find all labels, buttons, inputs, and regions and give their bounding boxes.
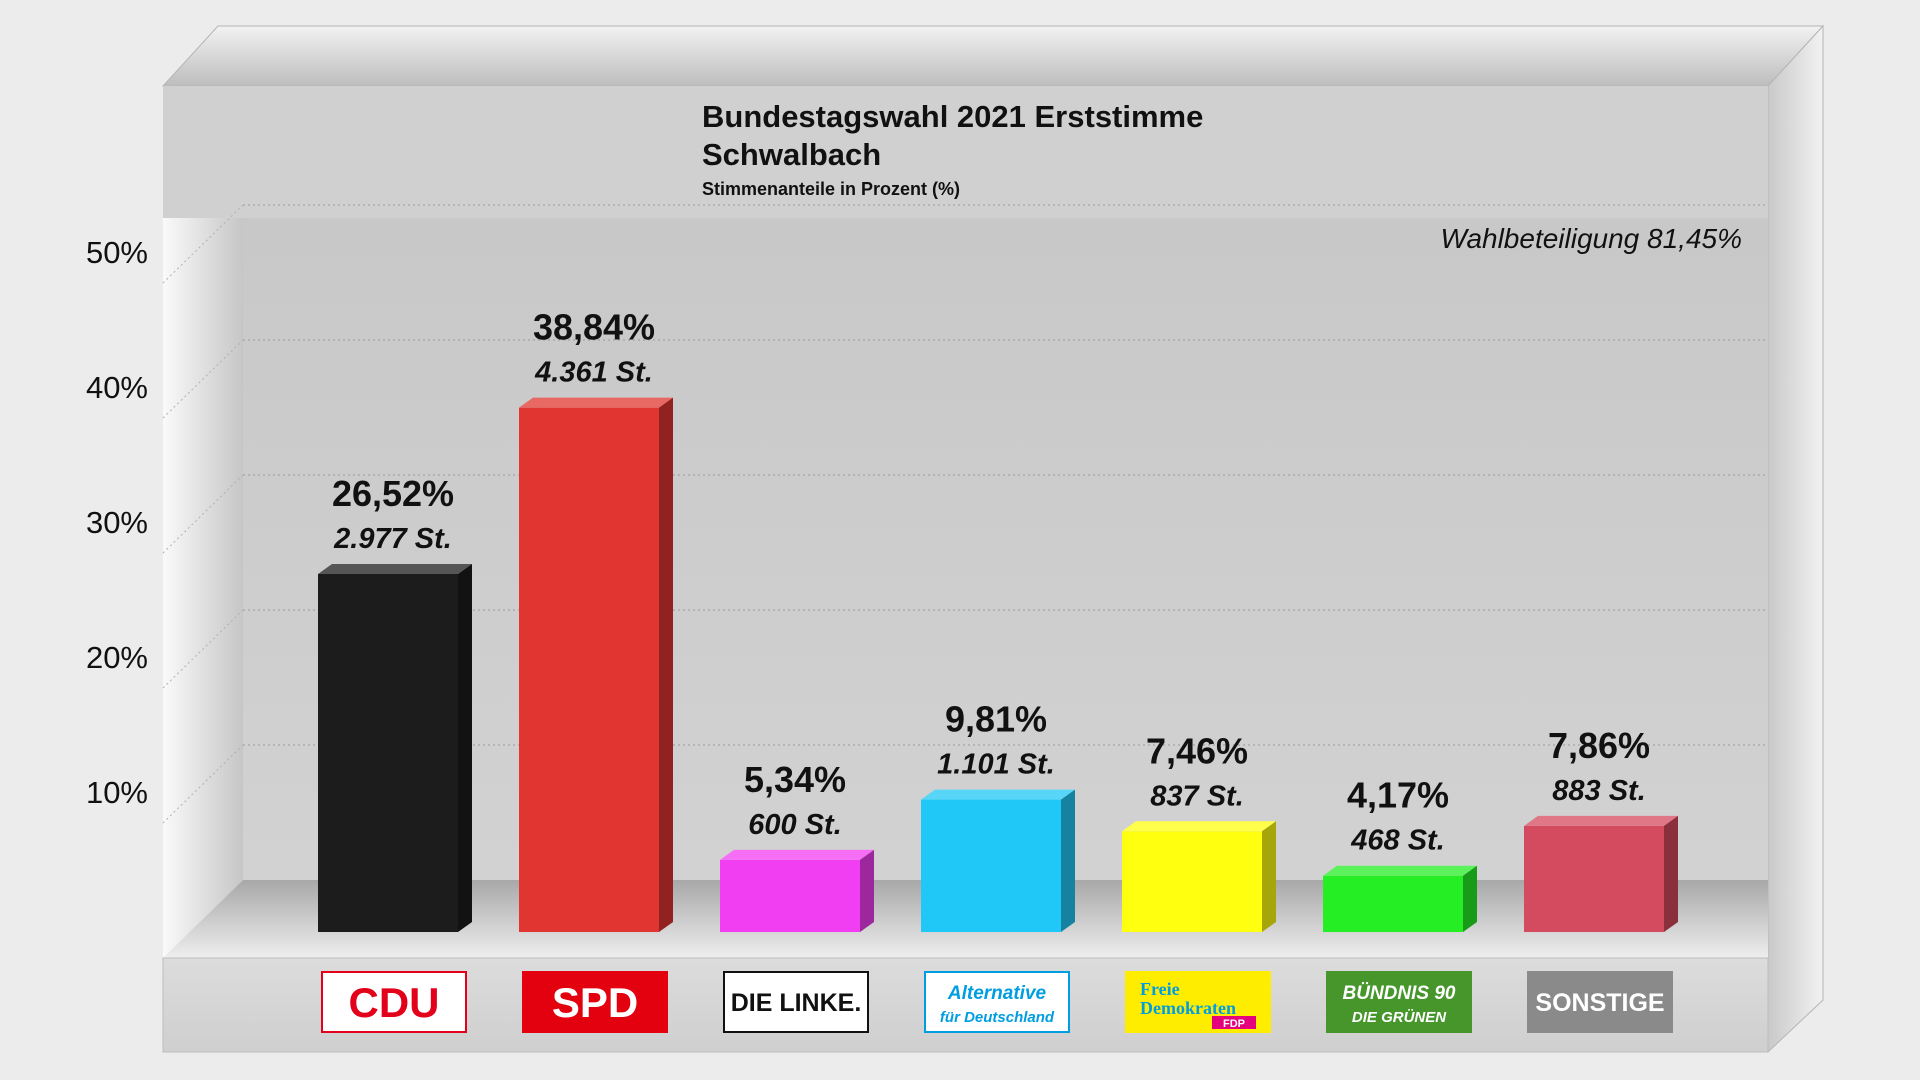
y-tick-label: 20%: [86, 640, 148, 675]
bar: [921, 789, 1075, 932]
bar-value-label: 5,34%: [744, 759, 846, 800]
grid-line-side: [162, 474, 244, 554]
bar-side: [1664, 815, 1678, 932]
turnout-annotation: Wahlbeteiligung 81,45%: [1441, 223, 1742, 254]
bar-votes-label: 1.101 St.: [937, 749, 1055, 781]
logo-box: [522, 971, 668, 1033]
cdu-logo: CDU: [321, 971, 467, 1033]
gruene-logo: BÜNDNIS 90 DIE GRÜNEN: [1326, 971, 1472, 1033]
grid-line-side: [162, 744, 244, 824]
bar-top: [720, 849, 874, 860]
logo-text: BÜNDNIS 90: [1343, 983, 1456, 1004]
bar-value-label: 7,46%: [1146, 730, 1248, 771]
bar-value-label: 7,86%: [1548, 725, 1650, 766]
bar-front: [1524, 825, 1664, 932]
afd-logo: Alternative für Deutschland: [924, 971, 1070, 1033]
label-layer: 26,52% 2.977 St. 38,84% 4.361 St. 5,34% 600 S…: [332, 307, 1650, 857]
bar-side: [860, 849, 874, 932]
y-tick-label: 30%: [86, 505, 148, 540]
bar-side: [458, 563, 472, 932]
bar-side: [659, 397, 673, 932]
bar: [1524, 815, 1678, 932]
y-tick-label: 10%: [86, 775, 148, 810]
grid-line-side: [162, 609, 244, 689]
logo-box: [1527, 971, 1673, 1033]
frame-left-wall: [163, 218, 243, 958]
grid-layer: [162, 204, 1768, 824]
bar-top: [1524, 815, 1678, 826]
bar-front: [921, 799, 1061, 932]
frame-top: [161, 25, 1825, 87]
bar-front: [720, 859, 860, 932]
grid-line-side: [162, 204, 244, 284]
logo-text: DIE LINKE.: [731, 989, 862, 1017]
logo-box: [924, 971, 1070, 1033]
logo-text: Alternative: [947, 983, 1047, 1004]
bar-votes-label: 468 St.: [1350, 825, 1445, 857]
logo-box: [1326, 971, 1472, 1033]
logo-box: [723, 971, 869, 1033]
bar: [519, 397, 673, 932]
bar: [1122, 821, 1276, 932]
bar-value-label: 38,84%: [533, 307, 655, 348]
y-tick-label: 40%: [86, 370, 148, 405]
bar-value-label: 26,52%: [332, 473, 454, 514]
sonstige-logo: SONSTIGE: [1527, 971, 1673, 1033]
logo-text: SPD: [552, 979, 638, 1026]
chart-caption: Stimmenanteile in Prozent (%): [702, 179, 960, 199]
header-band: [163, 86, 1768, 218]
bar-votes-label: 883 St.: [1552, 775, 1646, 807]
bar-votes-label: 837 St.: [1150, 780, 1244, 812]
bar-front: [1323, 875, 1463, 932]
logo-text: für Deutschland: [940, 1009, 1055, 1026]
bar-side: [1262, 821, 1276, 932]
bar: [1323, 865, 1477, 932]
chart-subtitle: Schwalbach: [702, 137, 881, 172]
grid-line-side: [162, 339, 244, 419]
plot-back-wall: [243, 218, 1768, 880]
logo-text: DIE GRÜNEN: [1352, 1009, 1447, 1026]
logo-box: [321, 971, 467, 1033]
bar-top: [318, 563, 472, 574]
logo-layer: CDU SPD DIE LINKE. Alternative für Deutschla…: [321, 971, 1673, 1033]
y-axis: 10% 20% 30% 40% 50%: [86, 235, 148, 810]
bar-top: [1122, 821, 1276, 832]
bar: [318, 563, 472, 932]
frame-right: [1767, 24, 1824, 1054]
logo-text: SONSTIGE: [1535, 989, 1664, 1017]
bar-value-label: 9,81%: [945, 699, 1047, 740]
bar-value-label: 4,17%: [1347, 775, 1449, 816]
bar-layer: [318, 397, 1678, 932]
y-tick-label: 50%: [86, 235, 148, 270]
bar-votes-label: 4.361 St.: [534, 357, 653, 389]
bar-top: [1323, 865, 1477, 876]
bar: [720, 849, 874, 932]
logo-text: CDU: [349, 979, 440, 1026]
bar-votes-label: 600 St.: [748, 809, 842, 841]
linke-logo: DIE LINKE.: [723, 971, 869, 1033]
bar-front: [519, 407, 659, 932]
bar-votes-label: 2.977 St.: [333, 523, 452, 555]
spd-logo: SPD: [522, 971, 668, 1033]
logo-accent: [1212, 1016, 1256, 1029]
chart-title: Bundestagswahl 2021 Erststimme: [702, 99, 1203, 134]
bar-side: [1463, 865, 1477, 932]
bar-top: [921, 789, 1075, 800]
logo-text: Demokraten: [1140, 998, 1236, 1018]
bar-front: [318, 573, 458, 932]
logo-text: Freie: [1140, 979, 1180, 999]
bar-side: [1061, 789, 1075, 932]
bar-top: [519, 397, 673, 408]
logo-text: FDP: [1223, 1018, 1245, 1030]
bar-front: [1122, 831, 1262, 932]
